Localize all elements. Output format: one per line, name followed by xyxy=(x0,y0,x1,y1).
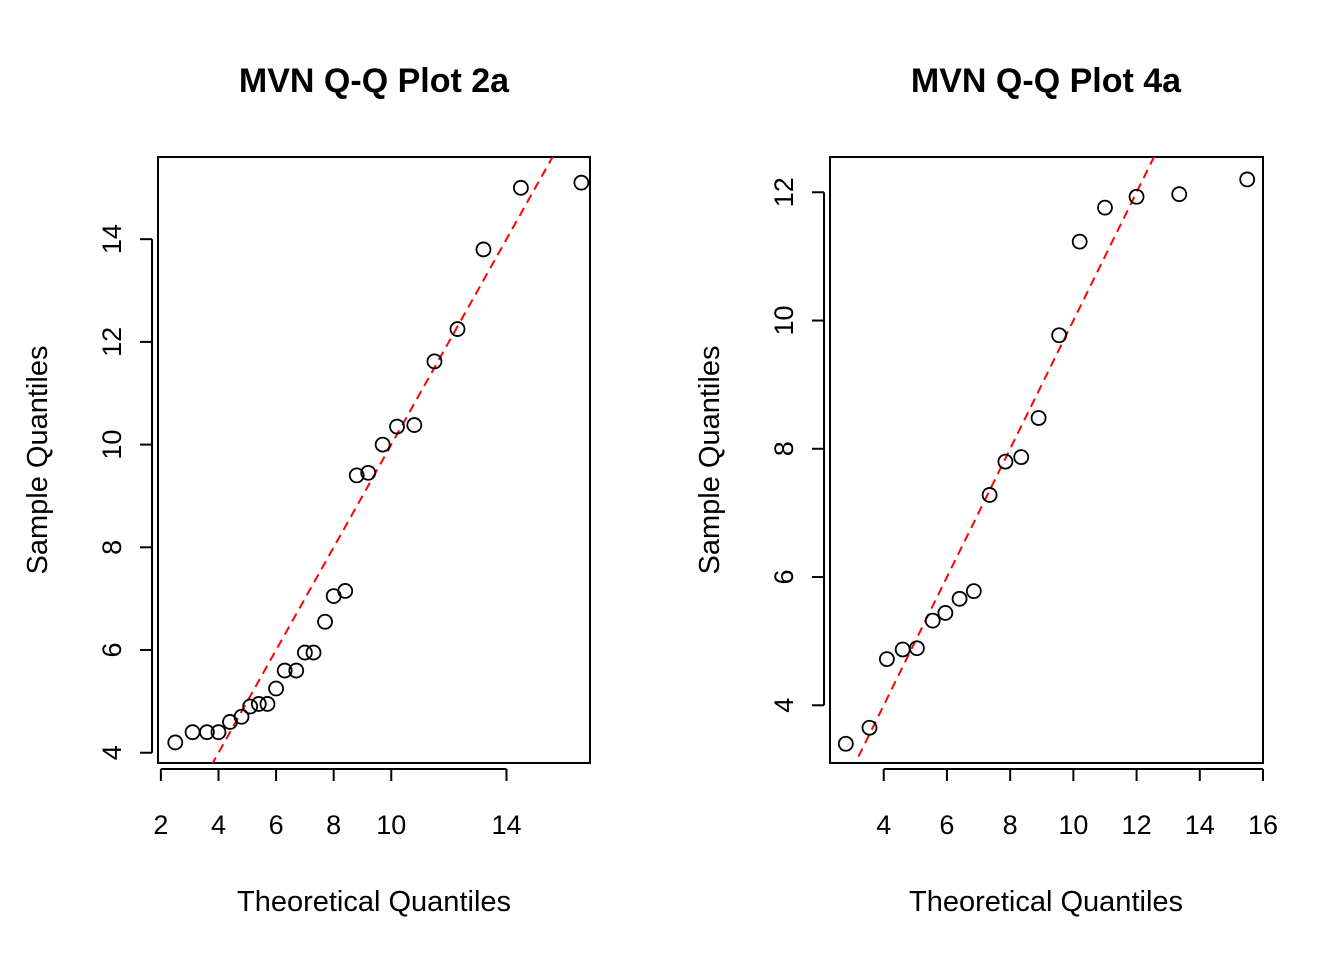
data-point xyxy=(268,680,284,697)
qq-plot-panel-4a: MVN Q-Q Plot 4a 4 6 8 10 12 14 16 4 6 8 10 12 Theo… xyxy=(694,62,1278,918)
x-tick-label: 14 xyxy=(491,810,521,840)
data-point xyxy=(250,696,267,712)
data-point xyxy=(924,612,941,629)
plot-frame xyxy=(829,156,1264,764)
x-tick-label: 6 xyxy=(939,810,954,840)
reference-line xyxy=(211,157,554,763)
data-point xyxy=(167,734,184,751)
data-point xyxy=(259,696,276,712)
data-point xyxy=(199,724,215,741)
data-point xyxy=(374,436,391,453)
data-points xyxy=(167,174,590,751)
y-axis: 4 6 8 10 12 14 xyxy=(97,224,153,760)
y-tick-label: 8 xyxy=(97,540,127,555)
data-point xyxy=(1051,327,1068,344)
y-axis-label: Sample Quantiles xyxy=(22,346,54,575)
data-point xyxy=(360,464,377,481)
data-point xyxy=(573,174,590,191)
data-point xyxy=(305,644,322,661)
data-point xyxy=(1030,410,1047,426)
y-tick-label: 6 xyxy=(97,643,127,658)
y-tick-label: 10 xyxy=(97,430,127,460)
data-point xyxy=(894,641,911,658)
data-point xyxy=(1239,171,1256,188)
y-tick-label: 4 xyxy=(769,698,799,713)
data-point xyxy=(909,640,925,657)
data-point xyxy=(981,487,998,503)
data-point xyxy=(242,698,259,715)
data-point xyxy=(276,662,293,679)
x-axis-label: Theoretical Quantiles xyxy=(909,886,1183,918)
data-point xyxy=(1097,199,1113,216)
data-point xyxy=(288,662,305,679)
data-point xyxy=(1013,449,1030,466)
x-tick-label: 14 xyxy=(1185,810,1215,840)
data-point xyxy=(1128,188,1145,205)
y-tick-label: 4 xyxy=(97,745,127,760)
data-point xyxy=(1071,233,1088,250)
y-tick-label: 10 xyxy=(769,306,799,336)
y-tick-label: 8 xyxy=(769,441,799,456)
data-point xyxy=(878,651,895,668)
x-tick-label: 8 xyxy=(1003,810,1018,840)
x-tick-label: 2 xyxy=(153,810,168,840)
data-point xyxy=(937,605,954,621)
x-axis-label: Theoretical Quantiles xyxy=(237,886,511,918)
data-point xyxy=(233,708,250,725)
data-points xyxy=(837,171,1256,752)
data-point xyxy=(389,418,405,435)
y-axis: 4 6 8 10 12 xyxy=(769,177,825,713)
x-tick-label: 12 xyxy=(1122,810,1152,840)
x-axis: 2 4 6 8 10 14 xyxy=(153,768,522,840)
data-point xyxy=(296,644,313,661)
data-point xyxy=(512,179,529,196)
y-tick-label: 12 xyxy=(97,327,127,357)
x-axis: 4 6 8 10 12 14 16 xyxy=(876,768,1278,840)
data-point xyxy=(317,613,333,630)
x-tick-label: 8 xyxy=(326,810,341,840)
data-point xyxy=(951,590,968,607)
x-tick-label: 4 xyxy=(211,810,226,840)
x-tick-label: 10 xyxy=(376,810,406,840)
x-tick-label: 4 xyxy=(876,810,891,840)
data-point xyxy=(210,724,227,741)
data-point xyxy=(449,321,466,337)
data-point xyxy=(997,453,1014,470)
qq-plot-panel-2a: MVN Q-Q Plot 2a 2 4 6 8 10 14 4 6 8 10 12 14 Theor… xyxy=(22,62,591,918)
data-point xyxy=(337,583,354,599)
data-point xyxy=(965,583,982,600)
data-point xyxy=(184,724,201,741)
x-tick-label: 10 xyxy=(1058,810,1088,840)
y-tick-label: 14 xyxy=(97,224,127,254)
data-point xyxy=(475,241,492,258)
y-tick-label: 12 xyxy=(769,177,799,207)
y-tick-label: 6 xyxy=(769,570,799,585)
y-axis-label: Sample Quantiles xyxy=(694,346,726,575)
data-point xyxy=(861,719,878,736)
x-tick-label: 16 xyxy=(1248,810,1278,840)
data-point xyxy=(426,353,443,370)
data-point xyxy=(837,735,854,752)
plot-frame xyxy=(157,156,591,764)
chart-title: MVN Q-Q Plot 4a xyxy=(911,62,1182,100)
data-point xyxy=(348,467,365,484)
data-point xyxy=(1171,186,1188,203)
x-tick-label: 6 xyxy=(269,810,284,840)
data-point xyxy=(406,417,423,433)
qq-reference-line xyxy=(211,157,554,763)
chart-title: MVN Q-Q Plot 2a xyxy=(239,62,510,100)
